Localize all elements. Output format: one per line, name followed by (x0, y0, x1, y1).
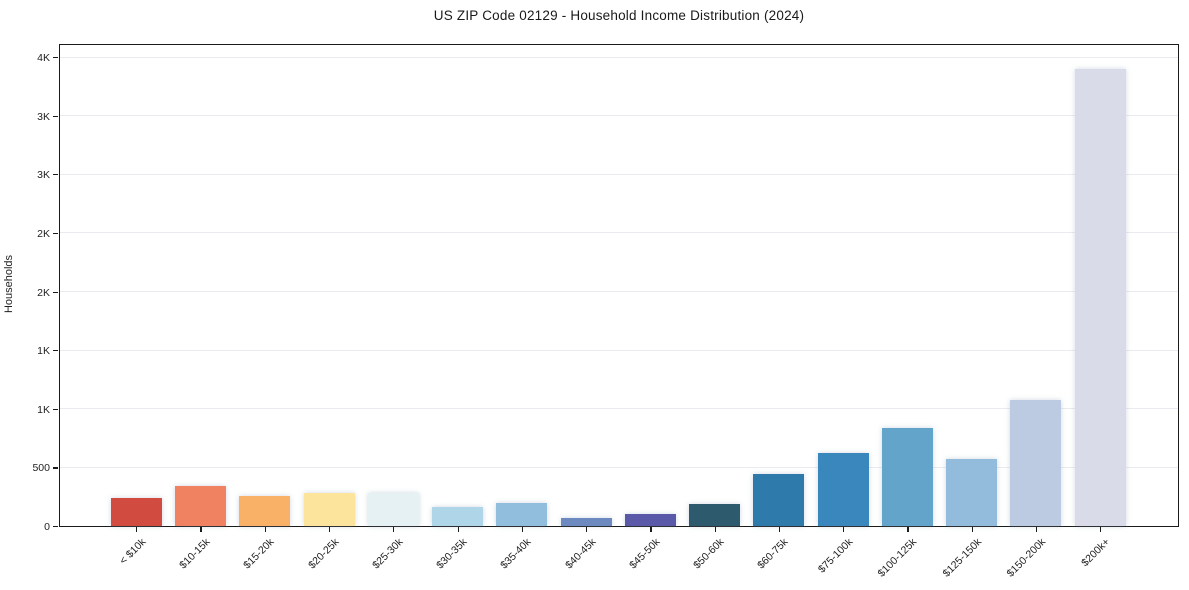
x-tick-label: $35-40k (498, 536, 534, 572)
x-tick-mark (393, 527, 395, 532)
bar (817, 453, 869, 526)
x-tick-mark (1035, 527, 1038, 532)
y-tick-mark (53, 408, 58, 410)
x-tick-label: $30-35k (434, 536, 470, 572)
x-tick-label: $15-20k (241, 536, 277, 572)
bar (174, 486, 226, 526)
y-gridline (60, 291, 1178, 292)
x-tick-mark (264, 527, 266, 532)
bar (753, 473, 805, 526)
bar (367, 493, 419, 526)
y-tick-label: 0 (44, 521, 50, 533)
x-tick-mark (843, 527, 845, 532)
x-tick-mark (136, 527, 138, 532)
y-tick-mark (53, 115, 58, 117)
bar (1010, 399, 1062, 526)
y-tick-mark (53, 232, 58, 235)
bar (624, 514, 676, 526)
x-tick-label: $25-30k (369, 536, 406, 572)
bar (110, 498, 162, 526)
bar (560, 518, 612, 526)
y-gridline (60, 349, 1178, 351)
x-tick-mark (907, 527, 909, 532)
x-tick-mark (200, 527, 202, 532)
x-tick-mark (1100, 527, 1102, 532)
y-tick-mark (53, 174, 58, 176)
y-tick-label: 1K (37, 345, 50, 358)
x-tick-mark (457, 527, 459, 532)
chart-title: US ZIP Code 02129 - Household Income Dis… (433, 8, 805, 23)
y-gridline (60, 232, 1178, 234)
y-tick-label: 2K (37, 286, 50, 299)
y-gridline (60, 56, 1178, 58)
y-tick-mark (53, 526, 58, 528)
y-tick-mark (53, 467, 58, 469)
y-gridline (60, 173, 1178, 175)
y-tick-label: 500 (32, 462, 50, 475)
x-tick-mark (778, 527, 781, 532)
y-tick-label: 3K (37, 110, 50, 123)
x-tick-mark (329, 527, 331, 532)
bar (303, 492, 355, 526)
bar (239, 496, 291, 526)
y-gridline (60, 408, 1178, 410)
x-tick-label: < $10k (117, 536, 149, 567)
x-tick-label: $100-125k (875, 536, 920, 580)
x-tick-mark (521, 527, 523, 532)
x-tick-mark (714, 527, 716, 532)
y-axis-label: Households (3, 254, 15, 314)
bar (689, 503, 741, 526)
x-tick-mark (586, 527, 588, 532)
x-tick-label: $50-60k (691, 536, 727, 572)
x-tick-label: $75-100k (815, 536, 856, 576)
x-tick-label: $20-25k (305, 536, 342, 572)
x-tick-mark (971, 527, 973, 532)
y-gridline (60, 115, 1178, 117)
x-tick-mark (650, 527, 652, 532)
y-tick-label: 4K (37, 52, 50, 64)
x-tick-label: $45-50k (627, 536, 663, 572)
y-tick-label: 2K (37, 227, 50, 240)
y-tick-mark (53, 57, 58, 59)
bar (496, 502, 548, 526)
y-tick-mark (53, 291, 58, 293)
y-tick-mark (53, 350, 58, 352)
x-tick-label: $150-200k (1004, 536, 1048, 580)
y-gridline (60, 466, 1178, 468)
x-tick-label: $200k+ (1079, 536, 1113, 570)
bar (432, 507, 484, 526)
y-tick-label: 3K (37, 169, 50, 182)
x-tick-label: $40-45k (562, 536, 599, 572)
x-tick-label: $60-75k (755, 536, 791, 572)
x-tick-label: $10-15k (177, 536, 213, 572)
bar (881, 428, 933, 526)
x-tick-label: $125-150k (940, 536, 984, 580)
y-tick-label: 1K (37, 403, 50, 416)
bar (946, 459, 998, 526)
plot-area (59, 44, 1179, 527)
bar (1074, 68, 1126, 526)
